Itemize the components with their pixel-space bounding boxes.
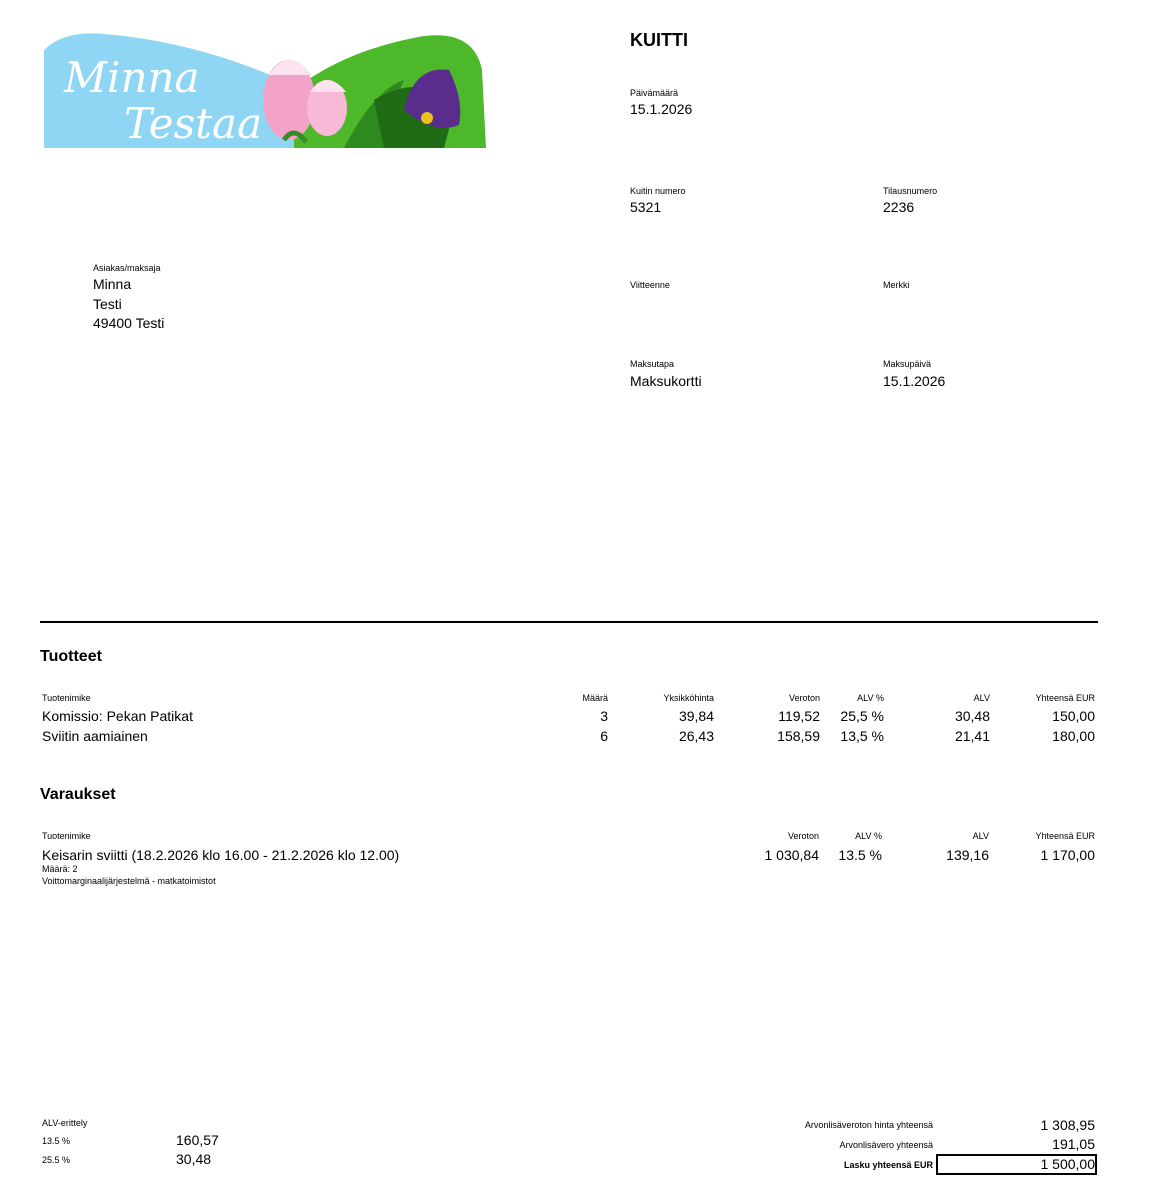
customer-name: Minna [93, 276, 132, 292]
logo-text-line2: Testaa [124, 99, 262, 148]
products-title: Tuotteet [40, 648, 102, 665]
product-vat: 21,41 [954, 728, 990, 744]
date-value: 15.1.2026 [630, 101, 693, 117]
divider [40, 621, 1098, 623]
grand-total-label: Lasku yhteensä EUR [843, 1160, 933, 1170]
date-label: Päivämäärä [630, 88, 679, 98]
reservation-net: 1 030,84 [764, 847, 820, 863]
vat-total-label: Arvonlisävero yhteensä [839, 1140, 933, 1150]
reservation-total: 1 170,00 [1040, 847, 1096, 863]
col-vat: ALV [972, 831, 989, 841]
payment-method-label: Maksutapa [630, 359, 675, 369]
vat-breakdown-label: ALV-erittely [42, 1118, 88, 1128]
product-vat-pct: 25,5 % [840, 708, 884, 724]
customer-label: Asiakas/maksaja [93, 263, 161, 273]
order-number-label: Tilausnumero [883, 186, 938, 196]
reservation-vat-pct: 13.5 % [838, 847, 882, 863]
company-logo: Minna Testaa [44, 33, 486, 148]
grand-total-box [936, 1154, 1097, 1175]
product-net: 119,52 [778, 708, 820, 724]
receipt-number-label: Kuitin numero [630, 186, 686, 196]
col-total: Yhteensä EUR [1035, 693, 1095, 703]
reservations-title: Varaukset [40, 786, 116, 803]
product-unit-price: 39,84 [678, 708, 714, 724]
product-name: Sviitin aamiainen [42, 728, 148, 744]
grand-total-value: 1 500,00 [1040, 1156, 1096, 1172]
net-total-label: Arvonlisäveroton hinta yhteensä [804, 1120, 933, 1130]
col-vat: ALV [973, 693, 990, 703]
product-total: 150,00 [1052, 708, 1095, 724]
col-name: Tuotenimike [42, 831, 91, 841]
col-net: Veroton [788, 693, 820, 703]
reservation-name: Keisarin sviitti (18.2.2026 klo 16.00 - … [42, 847, 400, 863]
vat-total-value: 191,05 [1052, 1136, 1095, 1152]
customer-address: 49400 Testi [93, 315, 165, 331]
col-name: Tuotenimike [42, 693, 91, 703]
order-number-value: 2236 [883, 199, 915, 215]
vat-amount: 30,48 [176, 1151, 212, 1167]
receipt-title: KUITTI [630, 30, 688, 50]
vat-amount: 160,57 [176, 1132, 219, 1148]
reservation-scheme-note: Voittomarginaalijärjestelmä - matkatoimi… [42, 876, 216, 886]
mark-label: Merkki [883, 280, 910, 290]
col-vat-pct: ALV % [857, 693, 884, 703]
vat-rate: 25.5 % [42, 1155, 71, 1165]
product-total: 180,00 [1052, 728, 1095, 744]
customer-line2: Testi [93, 296, 122, 312]
col-qty: Määrä [582, 693, 608, 703]
product-net: 158,59 [777, 728, 820, 744]
col-vat-pct: ALV % [855, 831, 882, 841]
col-net: Veroton [787, 831, 819, 841]
product-name: Komissio: Pekan Patikat [42, 708, 193, 724]
col-unit-price: Yksikköhinta [663, 693, 714, 703]
payment-date-value: 15.1.2026 [883, 373, 946, 389]
product-qty: 3 [600, 708, 608, 724]
logo-text-line1: Minna [63, 53, 200, 102]
product-vat: 30,48 [954, 708, 990, 724]
col-total: Yhteensä EUR [1035, 831, 1095, 841]
payment-method-value: Maksukortti [630, 373, 702, 389]
your-reference-label: Viitteenne [630, 280, 670, 290]
payment-date-label: Maksupäivä [883, 359, 932, 369]
receipt-number-value: 5321 [630, 199, 662, 215]
product-unit-price: 26,43 [678, 728, 714, 744]
vat-rate: 13.5 % [42, 1136, 71, 1146]
product-vat-pct: 13,5 % [840, 728, 884, 744]
product-qty: 6 [600, 728, 608, 744]
net-total-value: 1 308,95 [1040, 1117, 1096, 1133]
reservation-vat: 139,16 [946, 847, 989, 863]
reservation-qty-note: Määrä: 2 [42, 864, 78, 874]
